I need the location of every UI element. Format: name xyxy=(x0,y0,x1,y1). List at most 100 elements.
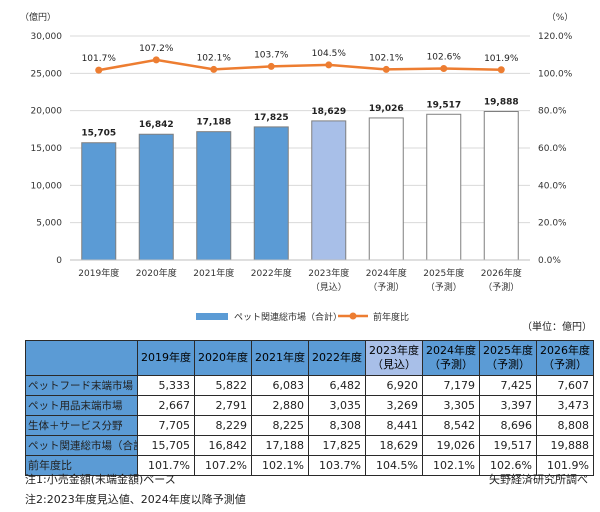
legend-bar-label: ペット関連総市場（合計） xyxy=(234,311,342,323)
table-row: ペット関連総市場（合計）15,70516,84217,18817,82518,6… xyxy=(25,435,594,456)
table-cell: 7,425 xyxy=(479,375,537,396)
ratio-label: 101.9% xyxy=(484,54,519,64)
table-cell: 19,517 xyxy=(479,435,537,456)
table-cell: 104.5% xyxy=(365,455,423,476)
bar-value-label: 16,842 xyxy=(139,120,174,130)
table-cell: 5,333 xyxy=(137,375,195,396)
ratio-label: 103.7% xyxy=(254,50,289,60)
right-axis-tick: 40.0% xyxy=(538,181,567,191)
ratio-point xyxy=(152,56,160,64)
table-cell: 3,269 xyxy=(365,395,423,416)
table-row-label: ペット用品末端市場 xyxy=(25,395,138,416)
note-1: 注1:小売金額(末端金額)ベース xyxy=(25,473,176,486)
ratio-label: 102.1% xyxy=(197,53,232,63)
table-cell: 17,825 xyxy=(308,435,366,456)
right-axis-tick: 60.0% xyxy=(538,144,567,154)
ratio-point xyxy=(497,66,505,74)
legend-line-label: 前年度比 xyxy=(373,311,409,323)
x-axis-tick: 2023年度 xyxy=(308,267,349,279)
table-cell: 6,482 xyxy=(308,375,366,396)
bar xyxy=(368,117,404,261)
table-header-2019: 2019年度 xyxy=(137,340,195,376)
table-cell: 19,888 xyxy=(536,435,594,456)
table-header-2020: 2020年度 xyxy=(194,340,252,376)
x-axis-tick: 2020年度 xyxy=(136,267,177,279)
bar xyxy=(311,120,347,261)
market-chart: （億円） （%） 30,000 25,000 20,000 15,000 10,000 5,0… xyxy=(20,11,574,323)
table-cell: 15,705 xyxy=(137,435,195,456)
table-row-label: 生体＋サービス分野 xyxy=(25,415,138,436)
table-header-2022: 2022年度 xyxy=(308,340,366,376)
table-cell: 8,225 xyxy=(251,415,309,436)
table-cell: 6,920 xyxy=(365,375,423,396)
table-cell: 2,880 xyxy=(251,395,309,416)
ratio-label: 102.6% xyxy=(427,52,462,62)
table-corner-cell xyxy=(25,340,138,376)
table-cell: 107.2% xyxy=(194,455,252,476)
right-axis-tick: 100.0% xyxy=(538,69,573,79)
market-data-table: 2019年度 2020年度 2021年度 2022年度 2023年度 （見込） 2… xyxy=(25,340,594,476)
bar xyxy=(426,113,462,261)
table-cell: 8,441 xyxy=(365,415,423,436)
right-axis-unit: （%） xyxy=(547,12,574,23)
table-cell: 102.1% xyxy=(422,455,480,476)
table-cell: 3,035 xyxy=(308,395,366,416)
ratio-point xyxy=(267,62,275,70)
left-axis-tick: 0 xyxy=(56,256,62,266)
ratio-point xyxy=(382,65,390,73)
bar xyxy=(138,133,174,261)
x-axis-tick: （予測） xyxy=(426,281,462,293)
bar-value-label: 19,026 xyxy=(369,104,404,114)
table-cell: 3,473 xyxy=(536,395,594,416)
table-cell: 19,026 xyxy=(422,435,480,456)
table-cell: 3,305 xyxy=(422,395,480,416)
table-cell: 16,842 xyxy=(194,435,252,456)
table-header-2024: 2024年度 （予測） xyxy=(422,340,480,376)
left-axis-tick: 15,000 xyxy=(31,144,63,154)
x-axis-tick: 2019年度 xyxy=(78,267,119,279)
right-axis-tick: 20.0% xyxy=(538,219,567,229)
table-header-2021: 2021年度 xyxy=(251,340,309,376)
x-axis-tick: 2025年度 xyxy=(423,267,464,279)
ratio-label: 102.1% xyxy=(369,53,404,63)
ratio-line xyxy=(98,58,502,72)
table-header-row: 2019年度 2020年度 2021年度 2022年度 2023年度 （見込） 2… xyxy=(25,340,594,376)
x-axis-tick: （予測） xyxy=(368,281,404,293)
left-axis-tick: 25,000 xyxy=(31,69,63,79)
bar-value-label: 18,629 xyxy=(311,107,346,117)
bar xyxy=(81,142,117,261)
table-row-label: ペットフード末端市場 xyxy=(25,375,138,396)
source-credit: 矢野経済研究所調べ xyxy=(489,473,588,486)
ratio-label: 101.7% xyxy=(82,54,117,64)
table-cell: 7,607 xyxy=(536,375,594,396)
table-cell: 8,229 xyxy=(194,415,252,436)
x-axis-tick: 2021年度 xyxy=(193,267,234,279)
ratio-point xyxy=(210,65,218,73)
bar-value-label: 19,888 xyxy=(484,98,519,108)
ratio-point xyxy=(440,64,448,72)
legend-bar-swatch xyxy=(196,313,228,320)
table-row: ペット用品末端市場 2,667 2,791 2,880 3,035 3,269 3,305 3… xyxy=(25,395,594,416)
table-cell: 6,083 xyxy=(251,375,309,396)
left-axis-tick: 30,000 xyxy=(31,32,63,42)
note-2: 注2:2023年度見込値、2024年度以降予測値 xyxy=(25,493,246,506)
right-axis-tick: 120.0% xyxy=(538,32,573,42)
table-cell: 2,667 xyxy=(137,395,195,416)
bar xyxy=(253,126,289,261)
bar-value-label: 15,705 xyxy=(81,129,116,139)
x-axis-tick: （予測） xyxy=(483,281,519,293)
bar xyxy=(196,131,232,261)
table-cell: 17,188 xyxy=(251,435,309,456)
table-cell: 8,542 xyxy=(422,415,480,436)
x-axis-tick: 2022年度 xyxy=(251,267,292,279)
bar xyxy=(483,111,519,261)
table-cell: 5,822 xyxy=(194,375,252,396)
right-axis-tick: 80.0% xyxy=(538,107,567,117)
table-cell: 8,308 xyxy=(308,415,366,436)
ratio-point xyxy=(325,61,333,69)
table-row-label: 前年度比 xyxy=(25,455,138,476)
table-cell: 7,705 xyxy=(137,415,195,436)
left-axis-tick: 10,000 xyxy=(31,181,63,191)
table-cell: 7,179 xyxy=(422,375,480,396)
x-axis-tick: 2026年度 xyxy=(481,267,522,279)
